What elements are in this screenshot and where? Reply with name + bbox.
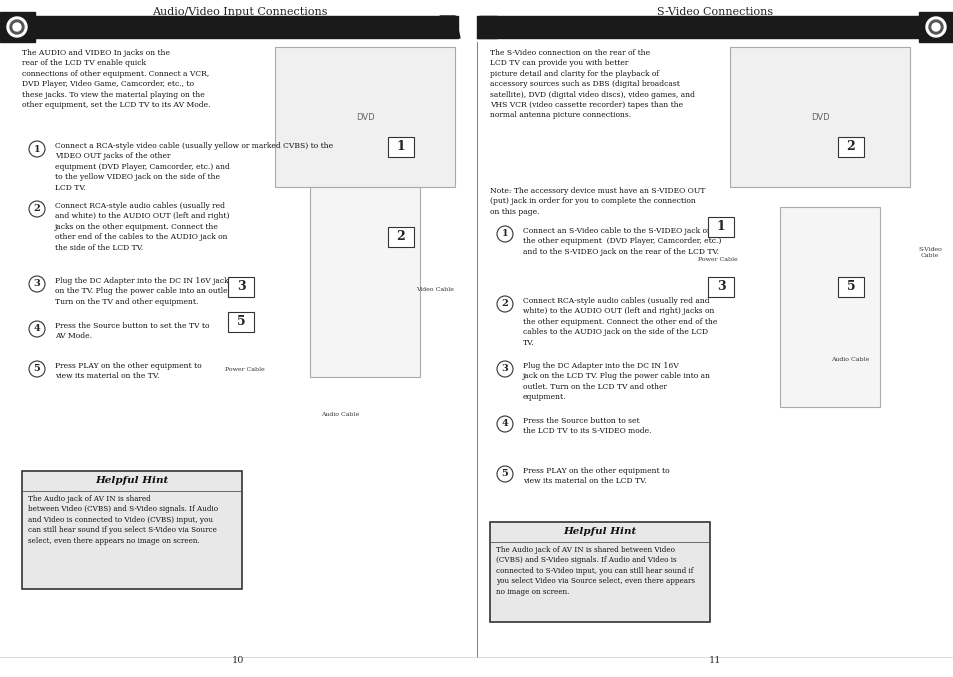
Circle shape <box>10 20 24 34</box>
Circle shape <box>931 23 939 31</box>
Text: 4: 4 <box>33 324 40 334</box>
Circle shape <box>497 361 513 377</box>
Bar <box>476 16 935 38</box>
Text: 3: 3 <box>33 280 40 288</box>
Text: 11: 11 <box>708 656 720 665</box>
Text: Audio Cable: Audio Cable <box>320 412 358 417</box>
Circle shape <box>7 17 27 37</box>
Text: 1: 1 <box>33 144 40 154</box>
Text: Plug the DC Adapter into the DC IN 16V
jack on the LCD TV. Plug the power cable : Plug the DC Adapter into the DC IN 16V j… <box>522 362 710 401</box>
Bar <box>707 217 733 237</box>
Text: 5: 5 <box>236 315 245 328</box>
Text: 2: 2 <box>33 204 40 213</box>
Text: 1: 1 <box>716 221 724 234</box>
Text: Power Cable: Power Cable <box>698 257 737 262</box>
Bar <box>274 47 455 187</box>
Circle shape <box>925 17 945 37</box>
Text: The S-Video connection on the rear of the
LCD TV can provide you with better
pic: The S-Video connection on the rear of th… <box>490 49 695 119</box>
Text: 5: 5 <box>846 280 855 294</box>
Bar <box>837 277 863 297</box>
Bar <box>388 137 414 157</box>
Text: 2: 2 <box>396 230 405 244</box>
Circle shape <box>497 226 513 242</box>
Circle shape <box>29 276 45 292</box>
Bar <box>490 522 709 622</box>
Text: 2: 2 <box>501 299 508 309</box>
Text: 1: 1 <box>396 141 405 154</box>
Text: Connect RCA-style audio cables (usually red
and white) to the AUDIO OUT (left an: Connect RCA-style audio cables (usually … <box>55 202 230 252</box>
Circle shape <box>497 296 513 312</box>
Circle shape <box>497 466 513 482</box>
Circle shape <box>29 201 45 217</box>
Circle shape <box>13 23 21 31</box>
Text: 2: 2 <box>845 141 855 154</box>
Text: Audio Cable: Audio Cable <box>830 357 868 362</box>
Bar <box>707 277 733 297</box>
Text: Audio/Video Input Connections: Audio/Video Input Connections <box>152 7 328 17</box>
Bar <box>22 471 242 589</box>
Polygon shape <box>439 16 459 38</box>
Circle shape <box>29 361 45 377</box>
Text: Press the Source button to set the TV to
AV Mode.: Press the Source button to set the TV to… <box>55 322 210 341</box>
Bar <box>18 16 457 38</box>
Text: S-Video Connections: S-Video Connections <box>657 7 772 17</box>
Circle shape <box>29 321 45 337</box>
Text: Plug the DC Adapter into the DC IN 16V jack
on the TV. Plug the power cable into: Plug the DC Adapter into the DC IN 16V j… <box>55 277 233 306</box>
Bar <box>388 227 414 247</box>
Text: The Audio jack of AV IN is shared between Video
(CVBS) and S-Video signals. If A: The Audio jack of AV IN is shared betwee… <box>496 546 695 596</box>
Bar <box>310 187 419 377</box>
Text: 3: 3 <box>236 280 245 294</box>
Text: The Audio jack of AV IN is shared
between Video (CVBS) and S-Video signals. If A: The Audio jack of AV IN is shared betwee… <box>28 495 218 544</box>
Bar <box>837 137 863 157</box>
Bar <box>228 277 253 297</box>
Text: Note: The accessory device must have an S-VIDEO OUT
(put) jack in order for you : Note: The accessory device must have an … <box>490 187 704 216</box>
Text: 3: 3 <box>716 280 724 294</box>
Circle shape <box>497 416 513 432</box>
Text: Connect a RCA-style video cable (usually yellow or marked CVBS) to the
VIDEO OUT: Connect a RCA-style video cable (usually… <box>55 142 333 192</box>
Text: 10: 10 <box>232 656 244 665</box>
Text: 4: 4 <box>501 420 508 429</box>
Text: Connect an S-Video cable to the S-VIDEO jack of
the other equipment  (DVD Player: Connect an S-Video cable to the S-VIDEO … <box>522 227 720 256</box>
Text: Press the Source button to set
the LCD TV to its S-VIDEO mode.: Press the Source button to set the LCD T… <box>522 417 651 435</box>
Text: Video Cable: Video Cable <box>416 287 454 292</box>
Text: 5: 5 <box>33 364 40 374</box>
Circle shape <box>928 20 942 34</box>
Bar <box>0 12 35 42</box>
Text: Power Cable: Power Cable <box>225 367 265 372</box>
Bar <box>729 47 909 187</box>
Text: The AUDIO and VIDEO In jacks on the
rear of the LCD TV enable quick
connections : The AUDIO and VIDEO In jacks on the rear… <box>22 49 211 109</box>
Text: DVD: DVD <box>810 112 828 121</box>
Bar <box>228 312 253 332</box>
Text: Helpful Hint: Helpful Hint <box>95 476 169 485</box>
Text: DVD: DVD <box>355 112 374 121</box>
Text: S-Video
Cable: S-Video Cable <box>917 247 941 258</box>
Text: 5: 5 <box>501 470 508 479</box>
Text: 3: 3 <box>501 364 508 374</box>
Text: Connect RCA-style audio cables (usually red and
white) to the AUDIO OUT (left an: Connect RCA-style audio cables (usually … <box>522 297 717 347</box>
Text: 1: 1 <box>501 230 508 238</box>
Text: Helpful Hint: Helpful Hint <box>563 527 636 536</box>
Polygon shape <box>476 16 497 38</box>
Bar <box>918 12 953 42</box>
Bar <box>780 207 879 407</box>
Text: Press PLAY on the other equipment to
view its material on the TV.: Press PLAY on the other equipment to vie… <box>55 362 201 380</box>
Circle shape <box>29 141 45 157</box>
Text: Press PLAY on the other equipment to
view its material on the LCD TV.: Press PLAY on the other equipment to vie… <box>522 467 669 485</box>
